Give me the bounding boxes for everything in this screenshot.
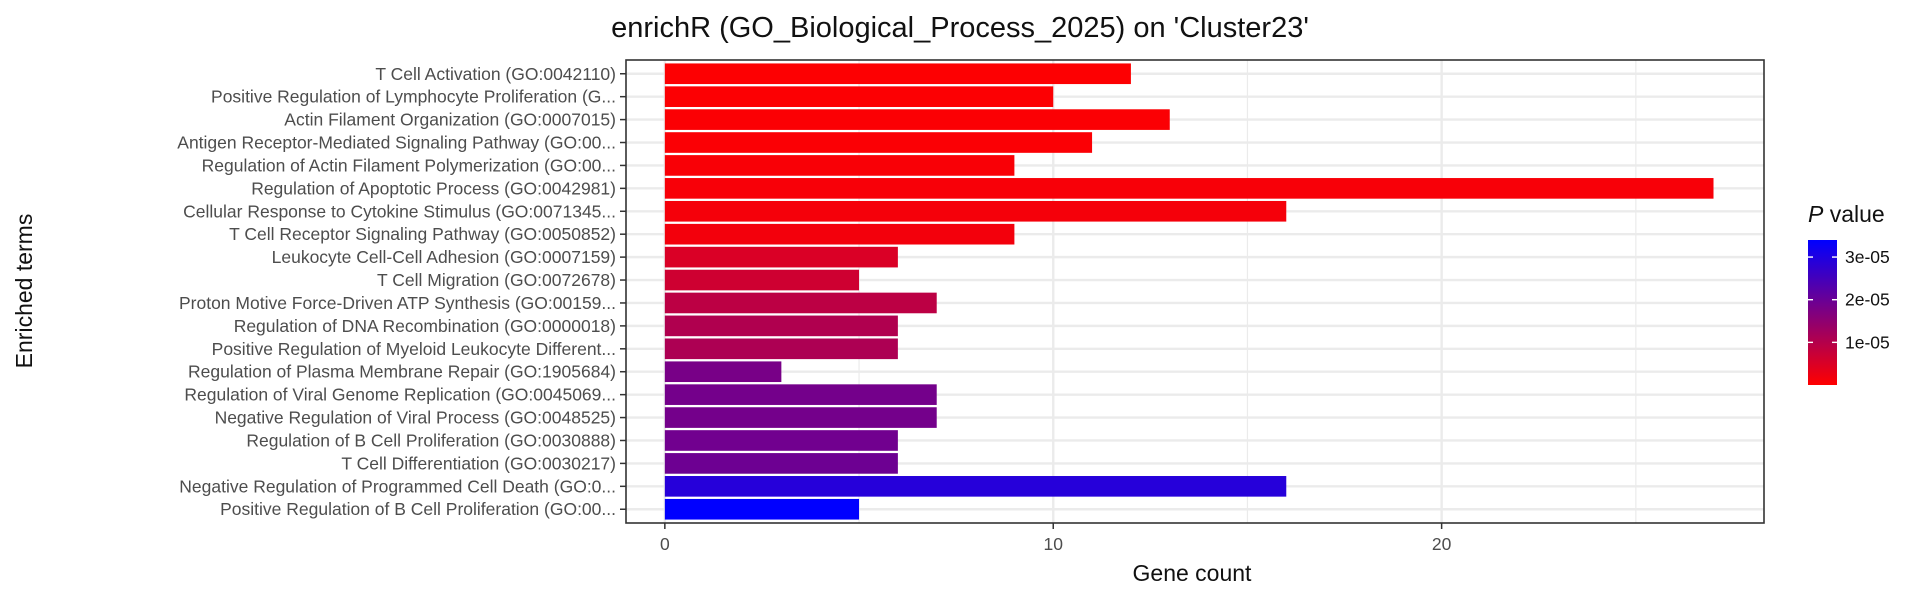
bar [664,292,937,314]
bar [664,407,937,428]
y-tick-label: Negative Regulation of Programmed Cell D… [179,476,616,496]
y-axis: T Cell Activation (GO:0042110) Positive R… [177,64,626,519]
bar [664,361,782,383]
y-tick-label: Antigen Receptor-Mediated Signaling Path… [177,133,616,153]
y-axis-title: Enriched terms [11,214,37,369]
bar [664,476,1287,497]
legend: P value 1e-05 2e-05 3e-05 [1808,201,1890,385]
y-tick-label: Positive Regulation of Lymphocyte Prolif… [211,87,616,107]
y-tick-label: T Cell Differentiation (GO:0030217) [341,453,616,473]
y-tick-label: Regulation of Apoptotic Process (GO:0042… [251,178,616,198]
bar [664,132,1093,153]
legend-title-rest: value [1823,201,1884,227]
bars [664,63,1714,520]
bar [664,498,860,520]
x-tick-label: 0 [660,534,670,554]
legend-tick-label: 1e-05 [1845,332,1890,352]
bar [664,86,1054,107]
plot-border [625,59,1765,524]
bar [664,246,898,268]
legend-tick-label: 2e-05 [1845,290,1890,310]
bar [664,384,937,405]
chart-title: enrichR (GO_Biological_Process_2025) on … [611,12,1309,44]
bar [664,430,898,451]
x-tick-label: 20 [1432,534,1452,554]
y-tick-label: Cellular Response to Cytokine Stimulus (… [183,201,616,221]
y-tick-label: Negative Regulation of Viral Process (GO… [215,408,616,428]
bar [664,269,860,291]
bar [664,338,898,360]
bar [664,109,1170,130]
bar [664,200,1287,222]
bar [664,453,898,474]
bar [664,315,898,337]
bar [664,178,1714,199]
y-tick-label: Regulation of Actin Filament Polymerizat… [202,155,616,175]
y-tick-label: Regulation of B Cell Proliferation (GO:0… [246,430,616,450]
legend-ticks: 1e-05 2e-05 3e-05 [1808,247,1890,352]
x-axis-title: Gene count [1133,560,1253,586]
y-tick-label: Leukocyte Cell-Cell Adhesion (GO:0007159… [272,247,616,267]
legend-colorbar [1808,240,1837,385]
legend-tick-label: 3e-05 [1845,247,1890,267]
x-tick-label: 10 [1044,534,1064,554]
y-tick-label: Actin Filament Organization (GO:0007015) [284,110,616,130]
y-tick-label: Positive Regulation of Myeloid Leukocyte… [212,339,616,359]
bar [664,223,1015,245]
y-tick-label: T Cell Activation (GO:0042110) [375,64,616,84]
bar [664,63,1131,85]
legend-title-italic: P [1808,201,1824,227]
y-tick-label: Regulation of Plasma Membrane Repair (GO… [188,362,616,382]
x-axis: 0 10 20 [660,523,1452,554]
y-tick-label: Proton Motive Force-Driven ATP Synthesis… [179,293,616,313]
legend-title: P value [1808,201,1885,227]
y-tick-label: Positive Regulation of B Cell Proliferat… [220,499,616,519]
y-tick-label: T Cell Migration (GO:0072678) [377,270,616,290]
bar [664,155,1015,176]
y-tick-label: T Cell Receptor Signaling Pathway (GO:00… [229,224,616,244]
y-tick-label: Regulation of Viral Genome Replication (… [184,385,616,405]
y-tick-label: Regulation of DNA Recombination (GO:0000… [234,316,616,336]
